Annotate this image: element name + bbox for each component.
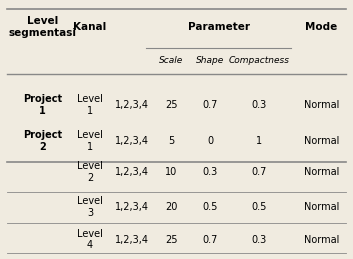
Text: Project
1: Project 1 bbox=[23, 94, 62, 116]
Text: Project
2: Project 2 bbox=[23, 130, 62, 152]
Text: 25: 25 bbox=[165, 235, 178, 244]
Text: Level
1: Level 1 bbox=[77, 94, 103, 116]
Text: Compactness: Compactness bbox=[229, 56, 290, 65]
Text: Scale: Scale bbox=[159, 56, 183, 65]
Text: 0: 0 bbox=[207, 136, 213, 146]
Text: 1,2,3,4: 1,2,3,4 bbox=[115, 202, 149, 212]
Text: Parameter: Parameter bbox=[188, 22, 250, 32]
Text: Level
3: Level 3 bbox=[77, 196, 103, 218]
Text: 1,2,3,4: 1,2,3,4 bbox=[115, 100, 149, 110]
Text: Level
segmentasi: Level segmentasi bbox=[8, 16, 76, 38]
Text: 0.3: 0.3 bbox=[202, 167, 218, 177]
Text: Level
4: Level 4 bbox=[77, 229, 103, 250]
Text: Normal: Normal bbox=[304, 202, 339, 212]
Text: 25: 25 bbox=[165, 100, 178, 110]
Text: 1: 1 bbox=[256, 136, 263, 146]
Text: 0.7: 0.7 bbox=[202, 235, 218, 244]
Text: Normal: Normal bbox=[304, 167, 339, 177]
Text: Mode: Mode bbox=[305, 22, 337, 32]
Text: Normal: Normal bbox=[304, 100, 339, 110]
Text: 1,2,3,4: 1,2,3,4 bbox=[115, 136, 149, 146]
Text: 1,2,3,4: 1,2,3,4 bbox=[115, 235, 149, 244]
Text: Normal: Normal bbox=[304, 136, 339, 146]
Text: 20: 20 bbox=[165, 202, 178, 212]
Text: Shape: Shape bbox=[196, 56, 224, 65]
Text: 0.5: 0.5 bbox=[252, 202, 267, 212]
Text: Normal: Normal bbox=[304, 235, 339, 244]
Text: 0.3: 0.3 bbox=[252, 100, 267, 110]
Text: 1,2,3,4: 1,2,3,4 bbox=[115, 167, 149, 177]
Text: 0.7: 0.7 bbox=[202, 100, 218, 110]
Text: Level
2: Level 2 bbox=[77, 161, 103, 183]
Text: 0.7: 0.7 bbox=[252, 167, 267, 177]
Text: Level
1: Level 1 bbox=[77, 130, 103, 152]
Text: 0.3: 0.3 bbox=[252, 235, 267, 244]
Text: 5: 5 bbox=[168, 136, 174, 146]
Text: 10: 10 bbox=[165, 167, 177, 177]
Text: Kanal: Kanal bbox=[73, 22, 107, 32]
Text: 0.5: 0.5 bbox=[202, 202, 218, 212]
